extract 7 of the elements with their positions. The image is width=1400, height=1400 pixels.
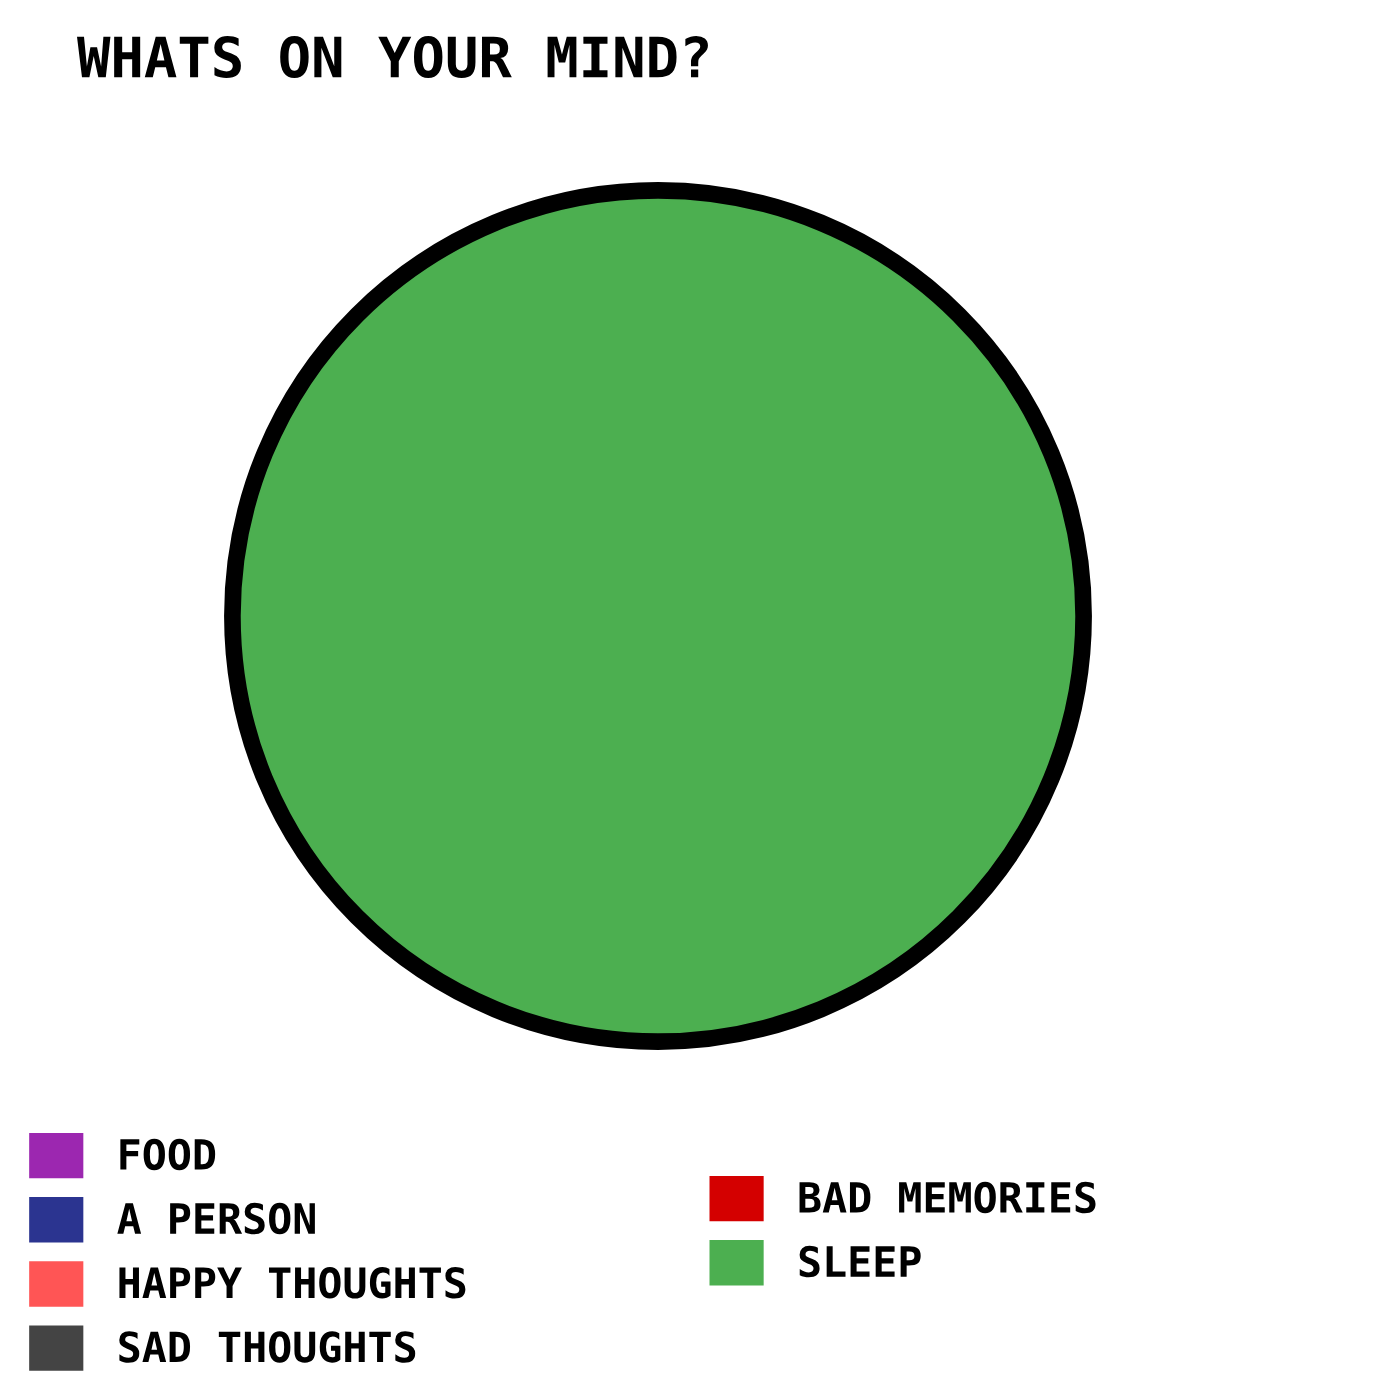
legend-label: SAD THOUGHTS bbox=[119, 1331, 416, 1363]
legend-label: HAPPY THOUGHTS bbox=[119, 1266, 466, 1299]
chart-title: WHATS ON YOUR MIND? bbox=[77, 35, 708, 78]
legend-label: SLEEP bbox=[799, 1245, 921, 1278]
legend-label: FOOD bbox=[120, 1138, 216, 1171]
legend-label: BAD MEMORIES bbox=[799, 1181, 1096, 1214]
legend-label: A PERSON bbox=[117, 1202, 315, 1235]
